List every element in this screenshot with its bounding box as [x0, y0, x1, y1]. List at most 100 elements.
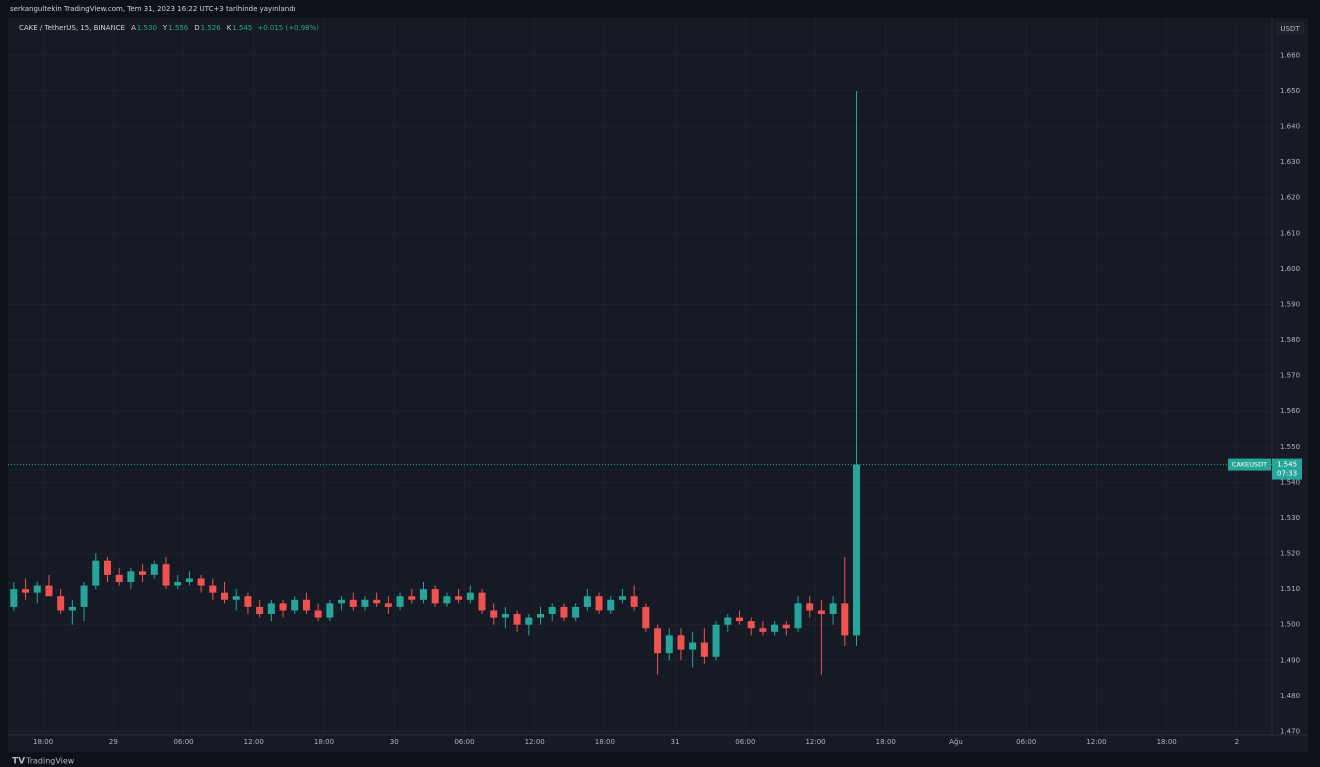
candle-body — [782, 624, 790, 629]
symbol: CAKE / TetherUS, 15, BINANCE — [19, 24, 125, 32]
ohlc-value: 1.545 — [232, 24, 252, 32]
candle-body — [759, 628, 767, 632]
x-tick-label: 18:00 — [33, 738, 53, 746]
x-tick-label: 12:00 — [525, 738, 545, 746]
candle-body — [45, 585, 53, 597]
y-tick-label: 1.540 — [1280, 478, 1300, 486]
candle-body — [256, 606, 264, 615]
candle-body — [373, 599, 381, 604]
candle-body — [68, 606, 76, 611]
x-tick-label: 18:00 — [1157, 738, 1177, 746]
ohlc-value: 1.556 — [168, 24, 189, 32]
candle-body — [127, 571, 135, 582]
candle-body — [221, 592, 229, 600]
ohlc-key: K — [227, 24, 232, 32]
logo: TV — [12, 757, 25, 767]
candle-body — [712, 624, 720, 657]
x-tick-label: 18:00 — [876, 738, 896, 746]
candle-body — [665, 635, 673, 654]
symbol-tag — [1228, 458, 1271, 471]
y-tick-label: 1.500 — [1280, 621, 1300, 629]
candle-body — [139, 571, 147, 575]
symbol-tag-text: CAKEUSDT — [1232, 461, 1267, 469]
candle-body — [279, 603, 287, 611]
candle-body — [829, 603, 837, 615]
y-tick-label: 1.470 — [1280, 727, 1300, 735]
candle-body — [162, 564, 170, 586]
candle-body — [478, 592, 486, 611]
candle-body — [92, 560, 100, 586]
currency-box — [1276, 22, 1304, 35]
candle-body — [443, 596, 451, 604]
x-tick-label: 06:00 — [173, 738, 193, 746]
candle-body — [560, 606, 568, 618]
x-tick-label: 06:00 — [1016, 738, 1036, 746]
x-tick-label: 31 — [671, 738, 680, 746]
candle-body — [735, 617, 743, 622]
candle-body — [490, 610, 498, 618]
x-tick-label: 30 — [390, 738, 399, 746]
legend-text: CAKE / TetherUS, 15, BINANCE A1.530 Y1.556… — [19, 24, 319, 32]
x-tick-label: 06:00 — [454, 738, 474, 746]
candle-body — [853, 464, 861, 636]
candle-body — [314, 610, 322, 618]
candle-body — [525, 617, 533, 625]
candle-body — [618, 596, 626, 600]
candle-body — [794, 603, 802, 629]
candle-body — [689, 642, 697, 650]
y-tick-label: 1.610 — [1280, 229, 1300, 237]
candle-body — [583, 596, 591, 607]
candle-body — [361, 599, 369, 607]
candle-body — [267, 603, 275, 615]
y-tick-label: 1.490 — [1280, 656, 1300, 664]
candle-body — [501, 614, 509, 618]
candle-body — [57, 596, 65, 611]
candle-body — [384, 603, 392, 607]
candle-body — [396, 596, 404, 607]
price-tag-countdown: 07:33 — [1277, 470, 1297, 478]
change: +0.015 (+0.98%) — [257, 24, 319, 32]
candle-body — [103, 560, 111, 575]
candle-body — [291, 599, 299, 611]
y-tick-label: 1.520 — [1280, 550, 1300, 558]
y-tick-label: 1.650 — [1280, 87, 1300, 95]
ohlc-value: 1.530 — [137, 24, 157, 32]
candle-body — [80, 585, 88, 607]
y-tick-label: 1.640 — [1280, 123, 1300, 131]
candle-body — [232, 596, 240, 600]
candle-body — [455, 596, 463, 600]
y-tick-label: 1.590 — [1280, 300, 1300, 308]
x-tick-label: 12:00 — [244, 738, 264, 746]
candle-body — [115, 574, 123, 582]
candle-body — [700, 642, 708, 657]
ohlc-key: Y — [162, 24, 168, 32]
candle-body — [548, 606, 556, 615]
candle-body — [841, 603, 849, 636]
candle-body — [537, 614, 545, 618]
candle-body — [771, 624, 779, 632]
candle-body — [244, 596, 252, 607]
candle-body — [10, 589, 18, 607]
candle-body — [326, 603, 334, 618]
x-tick-label: 29 — [109, 738, 118, 746]
price-tag — [1272, 458, 1302, 480]
y-tick-label: 1.570 — [1280, 372, 1300, 380]
y-tick-label: 1.510 — [1280, 585, 1300, 593]
candle-body — [630, 596, 638, 607]
candle-body — [33, 585, 41, 593]
x-tick-label: 18:00 — [314, 738, 334, 746]
ohlc-key: A — [131, 24, 136, 32]
x-tick-label: 2 — [1235, 738, 1239, 746]
candle-body — [185, 578, 193, 582]
candle-body — [642, 606, 650, 629]
y-tick-label: 1.550 — [1280, 443, 1300, 451]
candle-body — [595, 596, 603, 611]
candle-body — [806, 603, 814, 611]
x-tick-label: 18:00 — [595, 738, 615, 746]
candle-body — [431, 589, 439, 604]
candle-body — [677, 635, 685, 650]
y-tick-label: 1.580 — [1280, 336, 1300, 344]
y-tick-label: 1.630 — [1280, 158, 1300, 166]
